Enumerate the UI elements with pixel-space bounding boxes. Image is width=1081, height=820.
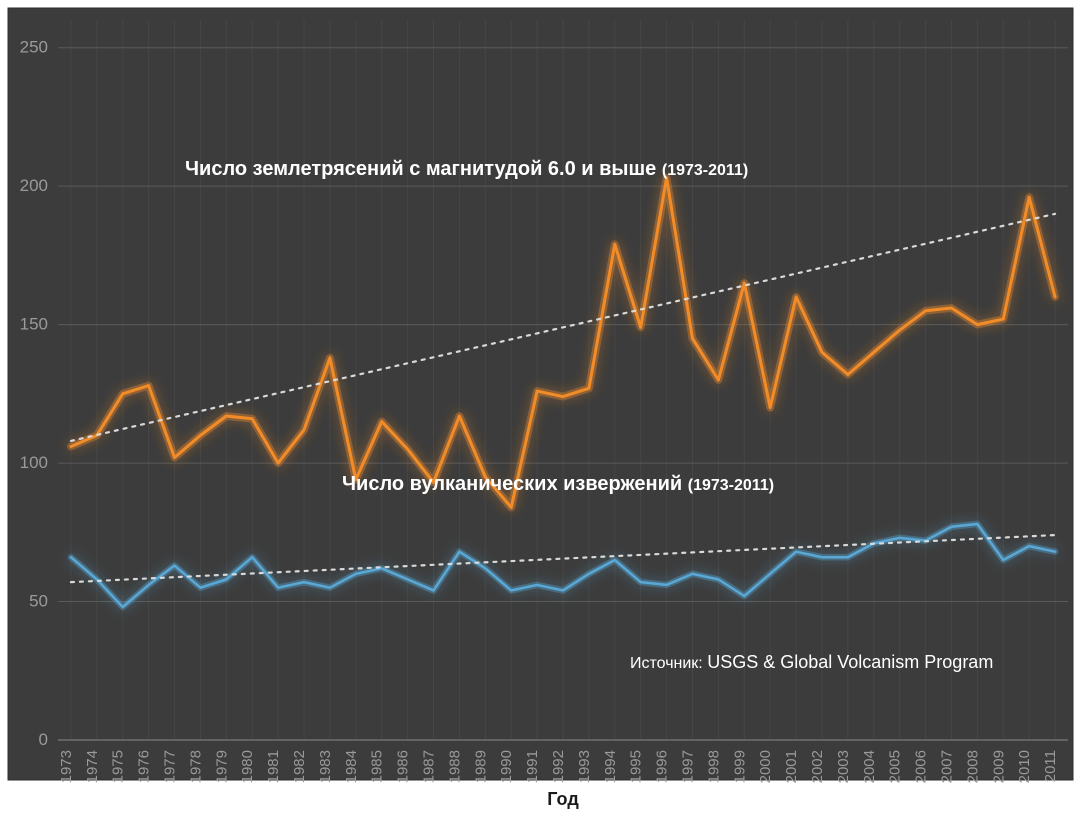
x-tick-label: 1985 <box>369 750 386 783</box>
x-tick-label: 1997 <box>679 750 696 783</box>
y-tick-label: 100 <box>20 453 48 472</box>
x-tick-label: 1973 <box>58 750 75 783</box>
x-tick-label: 2008 <box>964 750 981 783</box>
chart-svg: 0 50 100 150 200 250 1973 1974 1975 1976 1977 1978 1… <box>0 0 1081 820</box>
y-tick-label: 0 <box>39 730 48 749</box>
x-tick-label: 2000 <box>757 750 774 783</box>
series-label-volcanoes: Число вулканических извержений (1973-201… <box>342 473 774 495</box>
source-label: Источник: USGS & Global Volcanism Progra… <box>630 652 993 672</box>
y-tick-label: 200 <box>20 176 48 195</box>
x-tick-label: 1981 <box>265 750 282 783</box>
x-axis-title: Год <box>547 789 579 809</box>
x-tick-label: 1979 <box>213 750 230 783</box>
x-tick-label: 1990 <box>498 750 515 783</box>
x-tick-label: 1993 <box>576 750 593 783</box>
x-tick-label: 1984 <box>343 750 360 783</box>
x-tick-label: 2011 <box>1042 750 1059 782</box>
x-tick-label: 1974 <box>84 750 101 783</box>
x-tick-label: 1988 <box>446 750 463 783</box>
x-tick-label: 2005 <box>887 750 904 783</box>
x-tick-label: 1998 <box>705 750 722 783</box>
x-tick-label: 1986 <box>395 750 412 783</box>
x-tick-label: 1991 <box>524 750 541 783</box>
x-tick-label: 1995 <box>628 750 645 783</box>
x-tick-label: 1975 <box>110 750 127 783</box>
x-tick-label: 1989 <box>472 750 489 783</box>
chart-frame: 0 50 100 150 200 250 1973 1974 1975 1976 1977 1978 1… <box>0 0 1081 820</box>
x-tick-label: 1977 <box>162 750 179 783</box>
x-tick-label: 2001 <box>783 750 800 783</box>
y-tick-label: 250 <box>20 38 48 57</box>
x-tick-label: 2007 <box>938 750 955 783</box>
x-tick-label: 1976 <box>136 750 153 783</box>
x-tick-label: 2010 <box>1016 750 1033 783</box>
x-tick-label: 1992 <box>550 750 567 783</box>
x-tick-label: 2004 <box>861 750 878 783</box>
x-tick-label: 2002 <box>809 750 826 783</box>
x-tick-label: 1980 <box>239 750 256 783</box>
x-tick-label: 1994 <box>602 750 619 783</box>
x-tick-label: 1996 <box>654 750 671 783</box>
x-tick-label: 1982 <box>291 750 308 783</box>
y-tick-label: 150 <box>20 315 48 334</box>
series-label-earthquakes: Число землетрясений с магнитудой 6.0 и в… <box>185 158 748 180</box>
y-tick-label: 50 <box>29 592 48 611</box>
x-tick-label: 2006 <box>913 750 930 783</box>
x-tick-label: 1987 <box>421 750 438 783</box>
x-tick-label: 2003 <box>835 750 852 783</box>
x-tick-label: 1999 <box>731 750 748 783</box>
x-tick-label: 1978 <box>187 750 204 783</box>
x-tick-label: 2009 <box>990 750 1007 783</box>
x-tick-label: 1983 <box>317 750 334 783</box>
